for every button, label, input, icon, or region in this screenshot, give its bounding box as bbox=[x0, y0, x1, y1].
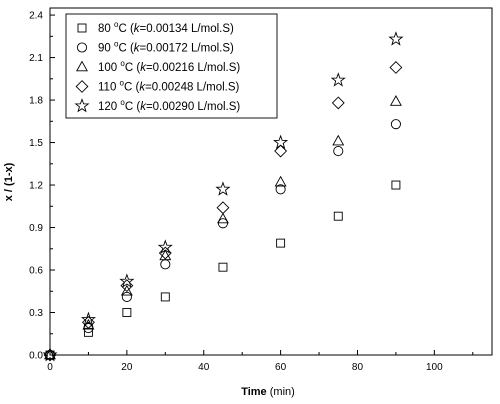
x-tick-label: 60 bbox=[275, 362, 287, 373]
data-point-diamond bbox=[274, 144, 288, 158]
legend-marker-square bbox=[77, 23, 87, 33]
axis-ticks: 0 20 40 60 80 100 0.0 0.3 0.6 0.9 1.2 1.5 1.8 2.1 2.4 bbox=[29, 11, 474, 373]
data-point-triangle bbox=[274, 175, 287, 187]
data-point-diamond bbox=[81, 315, 95, 329]
data-point-triangle bbox=[120, 284, 133, 296]
data-point-triangle bbox=[159, 249, 172, 261]
data-point-square bbox=[333, 211, 343, 221]
data-point-square bbox=[391, 180, 401, 190]
legend-label: 120 oC (k=0.00290 L/mol.S) bbox=[98, 98, 240, 113]
data-point-circle bbox=[121, 291, 132, 302]
legend-label: 80 oC (k=0.00134 L/mol.S) bbox=[98, 20, 234, 35]
y-tick-label: 0.9 bbox=[29, 223, 43, 234]
x-tick-label: 80 bbox=[352, 362, 364, 373]
x-tick-label: 0 bbox=[47, 362, 53, 373]
legend: 80 oC (k=0.00134 L/mol.S) 90 oC (k=0.0017… bbox=[74, 20, 240, 113]
data-markers bbox=[42, 31, 404, 362]
legend-label: 100 oC (k=0.00216 L/mol.S) bbox=[98, 59, 240, 74]
legend-box bbox=[65, 13, 278, 119]
data-point-star bbox=[330, 72, 346, 87]
y-axis-title: x / (1-x) bbox=[3, 162, 15, 201]
data-point-triangle bbox=[216, 212, 229, 224]
y-tick-label: 2.1 bbox=[29, 53, 43, 64]
legend-marker-circle bbox=[76, 42, 88, 53]
data-point-triangle bbox=[332, 134, 345, 146]
data-point-diamond bbox=[389, 61, 403, 74]
y-tick-label: 1.5 bbox=[29, 138, 43, 149]
data-point-square bbox=[276, 238, 286, 248]
x-axis-title-main: Time bbox=[241, 386, 266, 398]
data-point-star bbox=[157, 239, 173, 254]
legend-marker-triangle bbox=[76, 60, 88, 72]
x-axis-title: Time (min) bbox=[241, 386, 295, 398]
legend-marker-star bbox=[74, 98, 90, 113]
data-point-star bbox=[388, 31, 404, 46]
data-point-diamond bbox=[331, 96, 345, 110]
data-point-circle bbox=[275, 184, 286, 195]
y-tick-label: 1.8 bbox=[29, 96, 43, 107]
data-point-star bbox=[42, 347, 58, 362]
x-tick-label: 40 bbox=[198, 362, 210, 373]
y-tick-label: 1.2 bbox=[29, 181, 43, 192]
x-tick-label: 100 bbox=[426, 362, 443, 373]
data-point-diamond bbox=[216, 201, 230, 215]
x-tick-label: 20 bbox=[121, 362, 133, 373]
data-point-square bbox=[160, 292, 170, 302]
data-point-star bbox=[119, 273, 135, 288]
y-tick-label: 0.0 bbox=[29, 351, 43, 362]
legend-label: 110 oC (k=0.00248 L/mol.S) bbox=[98, 79, 240, 94]
data-point-square bbox=[122, 308, 132, 317]
y-tick-label: 2.4 bbox=[29, 11, 43, 22]
data-point-square bbox=[218, 262, 228, 272]
data-point-star bbox=[273, 134, 289, 149]
legend-marker-diamond bbox=[75, 80, 89, 93]
y-tick-label: 0.6 bbox=[29, 266, 43, 277]
data-point-circle bbox=[333, 145, 344, 157]
data-point-diamond bbox=[120, 279, 134, 293]
plot-frame bbox=[49, 7, 493, 356]
data-point-circle bbox=[390, 119, 401, 130]
data-point-star bbox=[215, 181, 231, 196]
data-point-triangle bbox=[44, 348, 56, 360]
data-point-circle bbox=[160, 259, 171, 270]
data-point-triangle bbox=[389, 95, 402, 106]
y-tick-label: 0.3 bbox=[29, 308, 43, 319]
x-axis-title-unit: (min) bbox=[267, 386, 295, 398]
legend-label: 90 oC (k=0.00172 L/mol.S) bbox=[98, 40, 234, 55]
data-point-star bbox=[80, 311, 96, 327]
